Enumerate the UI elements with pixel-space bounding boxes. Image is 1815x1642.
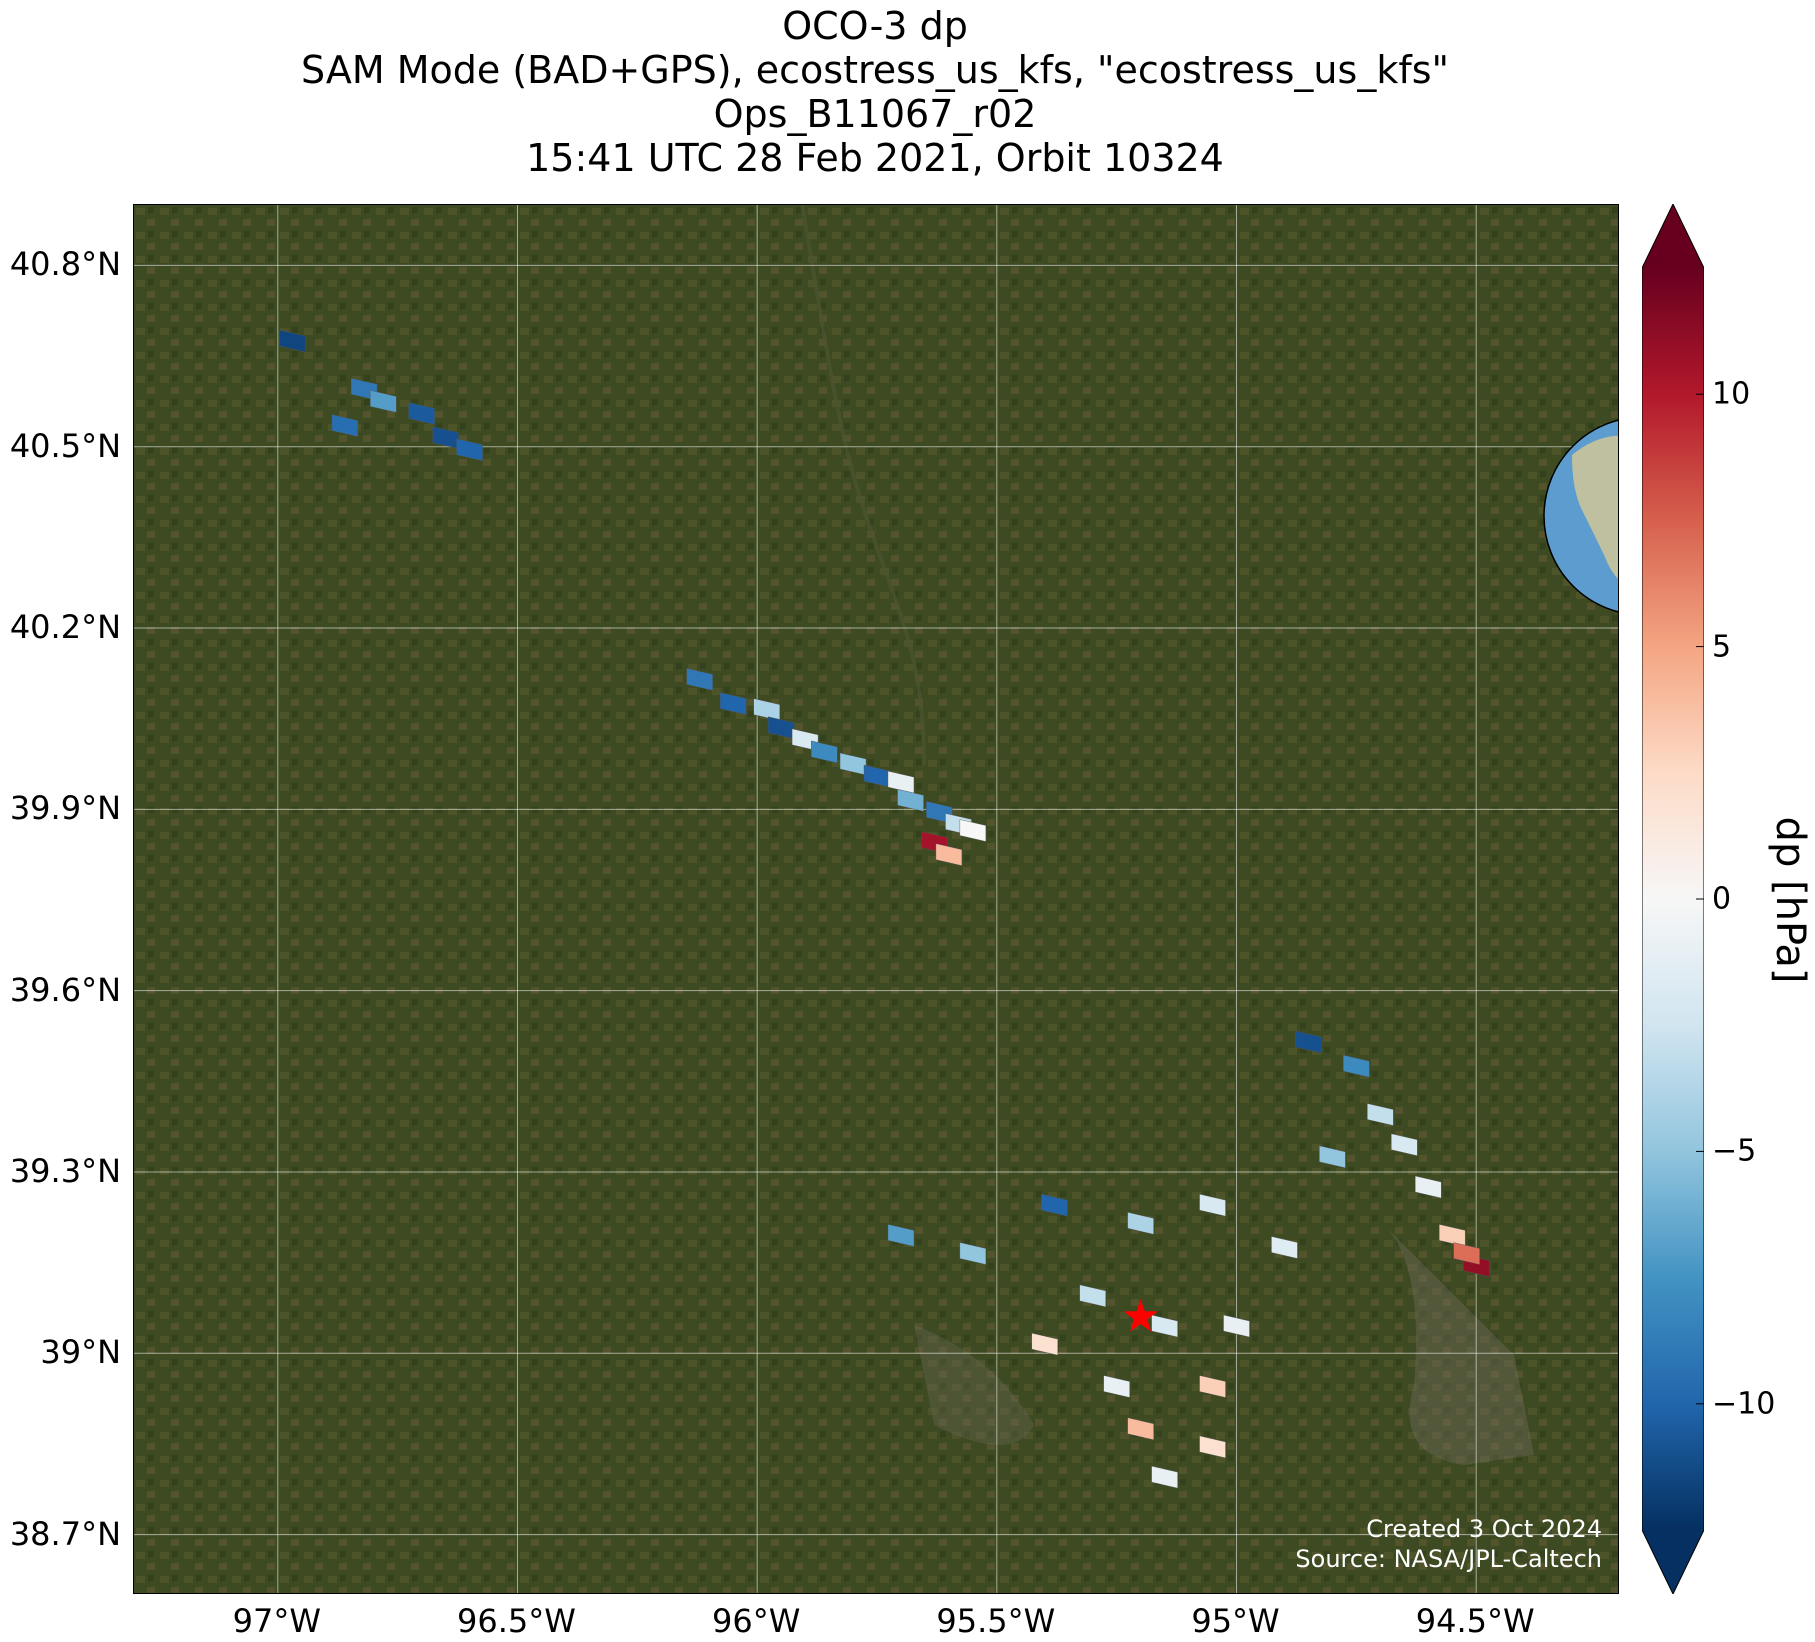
target-layer (1123, 1299, 1158, 1332)
colorbar-tick-label: −5 (1712, 1133, 1757, 1169)
colorbar-tick-label: 0 (1712, 881, 1732, 917)
sounding-pixel (935, 843, 963, 866)
sounding-pixel (1391, 1133, 1418, 1156)
lon-tick-label: 94.5°W (1415, 1602, 1535, 1640)
lon-tick-label: 95°W (1191, 1602, 1280, 1640)
sounding-pixel (1031, 1332, 1058, 1356)
sounding-pixel (1343, 1054, 1370, 1078)
sounding-pixel (1151, 1314, 1178, 1338)
lat-tick-label: 39°N (40, 1333, 121, 1372)
map-canvas[interactable] (134, 205, 1619, 1594)
map-title: OCO-3 dp SAM Mode (BAD+GPS), ecostress_u… (110, 4, 1640, 180)
colorbar-gradient (1642, 268, 1704, 1530)
created-date: Created 3 Oct 2024 (1366, 1515, 1602, 1543)
sounding-pixel (1127, 1212, 1154, 1235)
sounding-pixel (719, 692, 747, 715)
sounding-pixels (278, 329, 1490, 1489)
sounding-pixel (1041, 1193, 1068, 1217)
sounding-pixel (1127, 1417, 1154, 1441)
title-line-4: 15:41 UTC 28 Feb 2021, Orbit 10324 (526, 136, 1224, 180)
sounding-pixel (1079, 1284, 1106, 1308)
lon-tick-label: 95.5°W (936, 1602, 1056, 1640)
colorbar-tick-label: 5 (1712, 629, 1732, 665)
map-panel[interactable]: Created 3 Oct 2024 Source: NASA/JPL-Calt… (133, 204, 1619, 1594)
colorbar-top-extend (1642, 204, 1704, 268)
sounding-pixel (1271, 1236, 1298, 1259)
sounding-pixel (959, 819, 987, 842)
lat-tick-label: 39.9°N (9, 789, 121, 828)
sounding-pixel (408, 402, 435, 425)
lat-tick-label: 40.2°N (9, 608, 121, 647)
sounding-pixel (1295, 1030, 1322, 1054)
satellite-basemap (134, 205, 1618, 1593)
colorbar-tick-label: −10 (1712, 1386, 1776, 1422)
lon-tick-label: 96.5°W (457, 1602, 576, 1640)
lat-tick-label: 39.6°N (9, 970, 121, 1009)
sounding-pixel (278, 329, 306, 353)
sounding-pixel (1199, 1435, 1226, 1459)
lon-tick-label: 97°W (232, 1602, 321, 1640)
sounding-pixel (1151, 1465, 1178, 1489)
title-line-3: Ops_B11067_r02 (713, 92, 1037, 136)
sounding-pixel (897, 789, 924, 812)
colorbar-label: dp [hPa] (1767, 816, 1813, 984)
sounding-pixel (887, 1224, 915, 1247)
lon-tick-label: 96°W (711, 1602, 801, 1640)
urban-area (914, 1325, 1034, 1445)
colorbar (1642, 204, 1704, 1594)
colorbar-bottom-extend (1642, 1530, 1704, 1594)
lat-tick-label: 40.5°N (9, 426, 121, 465)
sounding-pixel (1223, 1314, 1250, 1338)
sounding-pixel (1453, 1242, 1480, 1265)
sounding-pixel (1319, 1145, 1346, 1169)
sounding-pixel (370, 390, 397, 413)
sounding-pixel (456, 438, 483, 461)
north-america-landmass (1572, 435, 1618, 579)
sounding-pixel (686, 668, 713, 691)
target-star-icon (1123, 1299, 1158, 1332)
river (800, 205, 926, 766)
sounding-pixel (1199, 1375, 1226, 1398)
sounding-pixel (959, 1242, 987, 1265)
source-credit: Source: NASA/JPL-Caltech (1295, 1545, 1602, 1573)
sounding-pixel (1415, 1175, 1442, 1199)
sounding-pixel (331, 414, 359, 437)
sounding-pixel (1103, 1375, 1130, 1398)
lat-tick-label: 39.3°N (9, 1151, 121, 1190)
sounding-pixel (811, 740, 838, 764)
lat-tick-label: 38.7°N (9, 1514, 121, 1553)
lat-tick-label: 40.8°N (9, 245, 121, 284)
title-line-1: OCO-3 dp (782, 4, 968, 48)
colorbar-tick-label: 10 (1712, 376, 1751, 412)
title-line-2: SAM Mode (BAD+GPS), ecostress_us_kfs, "e… (301, 48, 1449, 92)
urban-area (1384, 1225, 1534, 1465)
globe-inset (1543, 419, 1618, 613)
sounding-pixel (1367, 1103, 1394, 1126)
graticule (134, 205, 1618, 1593)
sounding-pixel (1199, 1193, 1226, 1217)
